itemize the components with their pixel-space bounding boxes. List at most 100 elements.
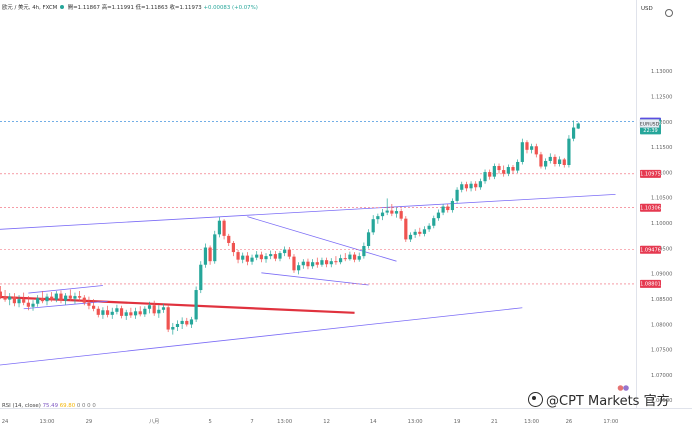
x-tick-label: 12 bbox=[323, 419, 330, 425]
candle-body bbox=[189, 319, 194, 325]
candle-body bbox=[292, 256, 296, 271]
candle-body bbox=[553, 156, 557, 164]
candle-body bbox=[334, 261, 338, 263]
candle-body bbox=[171, 327, 175, 330]
y-tick-label: 1.10000 bbox=[651, 221, 672, 227]
candle-body bbox=[203, 247, 208, 265]
candle-body bbox=[36, 298, 40, 304]
candle-body bbox=[259, 254, 263, 260]
candle-body bbox=[558, 159, 562, 164]
candle-body bbox=[502, 170, 506, 174]
candle-body bbox=[371, 219, 375, 233]
candle-body bbox=[124, 312, 128, 316]
flag-upper-line bbox=[247, 216, 397, 262]
candle-body bbox=[54, 293, 58, 300]
candle-body bbox=[376, 216, 380, 220]
y-tick-label: 1.09500 bbox=[651, 246, 672, 252]
candle-body bbox=[385, 210, 389, 213]
candle-body bbox=[217, 220, 222, 235]
x-tick-label: 13:00 bbox=[408, 419, 423, 425]
rsi-legend[interactable]: RSI (14, close) 75.49 69.80 0 0 0 0 bbox=[2, 403, 96, 409]
candle-body bbox=[250, 257, 254, 262]
candle-body bbox=[329, 261, 333, 265]
price-level-tag-text: 1.10306 bbox=[640, 206, 661, 212]
price-level-tag-box bbox=[640, 245, 661, 254]
price-level-tag-text: 1.10975 bbox=[640, 172, 661, 178]
candle-body bbox=[241, 255, 245, 260]
symbol-label[interactable]: 欧元 / 美元, 4h, FXCM bbox=[2, 5, 58, 11]
candle-body bbox=[530, 146, 534, 150]
candle-body bbox=[199, 264, 203, 291]
upper-channel-line bbox=[0, 193, 616, 230]
candle-body bbox=[348, 254, 352, 260]
candle-body bbox=[278, 253, 282, 259]
candle-body bbox=[320, 260, 324, 265]
candle-body bbox=[366, 232, 371, 246]
candle-body bbox=[82, 297, 86, 303]
y-tick-label: 1.13000 bbox=[651, 69, 672, 75]
candle-body bbox=[0, 291, 2, 297]
candle-body bbox=[357, 256, 361, 260]
candle-body bbox=[68, 295, 72, 299]
candle-body bbox=[441, 206, 445, 213]
candle-body bbox=[129, 312, 133, 316]
change-value: +0.00083 (+0.07%) bbox=[203, 5, 258, 11]
close-value: 收=1.11973 bbox=[169, 5, 202, 11]
candle-body bbox=[311, 262, 315, 267]
candle-body bbox=[45, 296, 49, 302]
candle-body bbox=[446, 206, 450, 211]
flag-lower-line bbox=[261, 272, 369, 286]
candle-body bbox=[488, 172, 492, 177]
candle-body bbox=[152, 305, 156, 314]
candle-body bbox=[539, 154, 543, 167]
candle-body bbox=[59, 293, 63, 301]
y-tick-label: 1.09000 bbox=[651, 272, 672, 278]
candle-body bbox=[3, 296, 7, 300]
candle-body bbox=[534, 146, 538, 155]
candle-body bbox=[362, 246, 366, 257]
candle-body bbox=[432, 218, 436, 226]
candle-body bbox=[408, 234, 413, 240]
candle-body bbox=[325, 260, 329, 265]
candle-body bbox=[520, 142, 524, 162]
x-tick-label: 29 bbox=[86, 419, 93, 425]
candle-body bbox=[119, 308, 124, 316]
settings-icon[interactable] bbox=[665, 9, 673, 17]
time-axis-border bbox=[0, 408, 692, 409]
candle-body bbox=[245, 255, 249, 262]
price-level-tag-text: 1.09476 bbox=[640, 248, 661, 254]
candle-body bbox=[343, 258, 347, 260]
candle-body bbox=[96, 308, 100, 315]
high-value: 高=1.11991 bbox=[101, 5, 134, 11]
candle-body bbox=[92, 305, 96, 309]
price-level-tag-box bbox=[640, 279, 661, 288]
candle-body bbox=[460, 184, 464, 190]
candle-body bbox=[283, 249, 287, 254]
market-status-icon bbox=[60, 5, 65, 9]
watermark-text: @CPT Markets 官方 bbox=[546, 394, 670, 409]
candle-body bbox=[227, 235, 231, 243]
candle-body bbox=[297, 265, 301, 271]
watermark: @CPT Markets 官方 bbox=[528, 390, 670, 409]
candle-body bbox=[73, 296, 77, 299]
candle-body bbox=[133, 311, 138, 316]
candle-body bbox=[464, 184, 468, 189]
candle-body bbox=[26, 302, 30, 307]
candle-body bbox=[213, 234, 217, 262]
candle-body bbox=[548, 156, 552, 161]
candle-body bbox=[161, 307, 166, 310]
y-tick-label: 1.10500 bbox=[651, 196, 672, 202]
candle-body bbox=[427, 225, 431, 230]
y-tick-label: 1.12500 bbox=[651, 94, 672, 100]
rsi-ma-value: 69.80 bbox=[59, 403, 76, 409]
candle-body bbox=[31, 303, 35, 307]
price-level-tag-box bbox=[640, 169, 661, 178]
candle-body bbox=[338, 258, 343, 263]
candle-body bbox=[571, 127, 576, 139]
y-tick-label: 1.11000 bbox=[651, 170, 672, 176]
x-tick-label: 17:00 bbox=[603, 419, 618, 425]
rsi-extra-values: 0 0 0 0 bbox=[76, 403, 96, 409]
candle-body bbox=[352, 254, 357, 260]
